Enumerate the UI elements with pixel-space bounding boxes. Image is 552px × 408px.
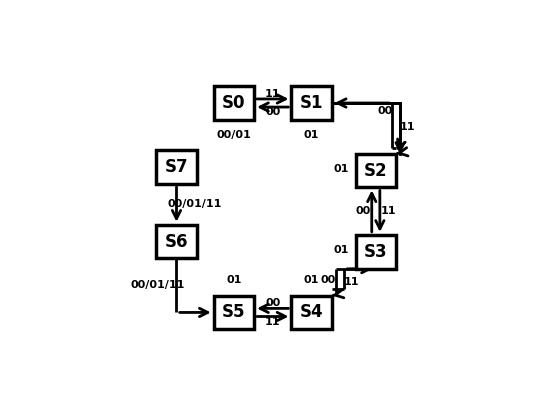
Text: 01: 01 <box>333 245 349 255</box>
FancyBboxPatch shape <box>355 154 396 187</box>
Text: 01: 01 <box>304 130 319 140</box>
Text: S2: S2 <box>364 162 388 180</box>
FancyBboxPatch shape <box>156 150 197 184</box>
FancyBboxPatch shape <box>156 225 197 258</box>
Text: 00: 00 <box>355 206 370 216</box>
Text: 01: 01 <box>226 275 242 285</box>
Text: 01: 01 <box>333 164 349 174</box>
Text: 11: 11 <box>400 122 415 132</box>
Text: 11: 11 <box>344 277 359 287</box>
Text: S5: S5 <box>222 304 246 322</box>
Text: 11: 11 <box>265 89 280 99</box>
Text: 00: 00 <box>378 106 393 116</box>
Text: 11: 11 <box>265 317 280 327</box>
Text: S0: S0 <box>222 94 246 112</box>
Text: 00/01: 00/01 <box>216 130 251 140</box>
FancyBboxPatch shape <box>291 86 332 120</box>
Text: 00/01/11: 00/01/11 <box>168 200 222 209</box>
FancyBboxPatch shape <box>291 295 332 329</box>
FancyBboxPatch shape <box>214 86 254 120</box>
Text: 11: 11 <box>381 206 396 216</box>
Text: 00: 00 <box>265 107 280 118</box>
Text: 00: 00 <box>321 275 336 285</box>
FancyBboxPatch shape <box>214 295 254 329</box>
Text: S1: S1 <box>300 94 323 112</box>
Text: S6: S6 <box>164 233 188 251</box>
Text: 00: 00 <box>265 298 280 308</box>
Text: 00/01/11: 00/01/11 <box>131 280 185 290</box>
Text: S4: S4 <box>300 304 323 322</box>
Text: S3: S3 <box>364 243 388 261</box>
Text: 01: 01 <box>304 275 319 285</box>
FancyBboxPatch shape <box>355 235 396 268</box>
Text: S7: S7 <box>164 158 188 176</box>
